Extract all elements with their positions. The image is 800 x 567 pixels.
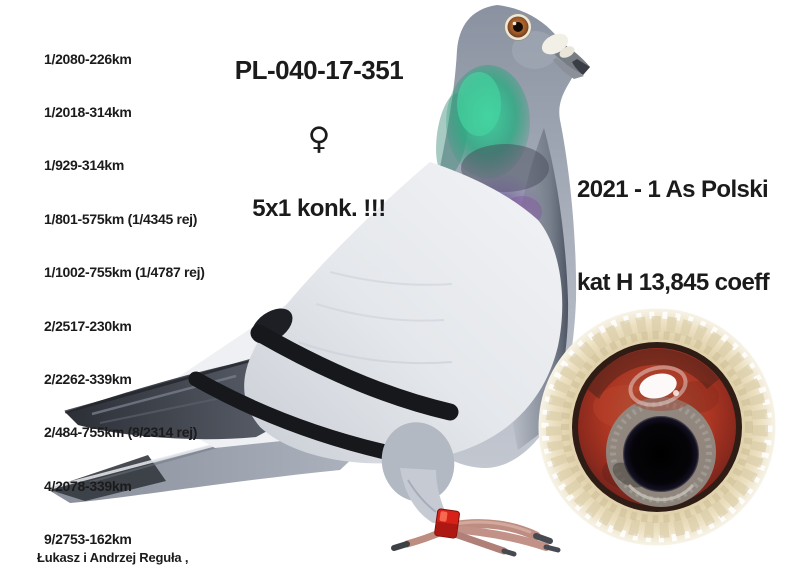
race-result-line: 2/2262-339km <box>44 370 132 387</box>
pigeon-eye <box>504 13 532 41</box>
eye-pupil <box>624 417 698 491</box>
breeder-name-line: Łukasz i Andrzej Reguła , <box>37 550 189 565</box>
breeder-info: Łukasz i Andrzej Reguła , Oddział Szubin… <box>37 514 240 567</box>
pigeon-foot <box>391 519 561 557</box>
race-result-line: 2/2517-230km <box>44 317 132 334</box>
race-result-line: 9/2753-162km <box>44 531 132 548</box>
pigeon-wattle <box>541 33 575 58</box>
race-results-list: 1/2080-226km 1/2018-314km 1/929-314km 1/… <box>44 15 205 567</box>
pigeon-leg <box>381 422 561 557</box>
race-result-line: 2/484-755km (8/2314 rej) <box>44 424 198 441</box>
performance-note: 5x1 konk. !!! <box>252 195 386 222</box>
pigeon-wing-shield <box>244 162 563 464</box>
race-result-line: 1/2080-226km <box>44 50 132 67</box>
eye-closeup-photo <box>538 308 776 546</box>
female-sex-icon: ♀ <box>307 121 331 157</box>
race-result-line: 1/2018-314km <box>44 103 132 120</box>
race-result-line: 1/801-575km (1/4345 rej) <box>44 210 198 227</box>
header-block: PL-040-17-351 ♀ 5x1 konk. !!! <box>234 20 404 259</box>
ring-number: PL-040-17-351 <box>234 55 404 85</box>
pigeon-head <box>504 13 590 79</box>
leg-band <box>434 508 460 539</box>
ace-coeff-line: kat H 13,845 coeff <box>577 269 770 296</box>
race-result-line: 1/929-314km <box>44 157 124 174</box>
eye-highlight <box>628 365 688 407</box>
ace-title-line: 2021 - 1 As Polski <box>577 176 769 203</box>
race-result-line: 1/1002-755km (1/4787 rej) <box>44 264 205 281</box>
award-block: 2021 - 1 As Polski kat H 13,845 coeff <box>577 112 770 360</box>
race-result-line: 4/2078-339km <box>44 477 132 494</box>
